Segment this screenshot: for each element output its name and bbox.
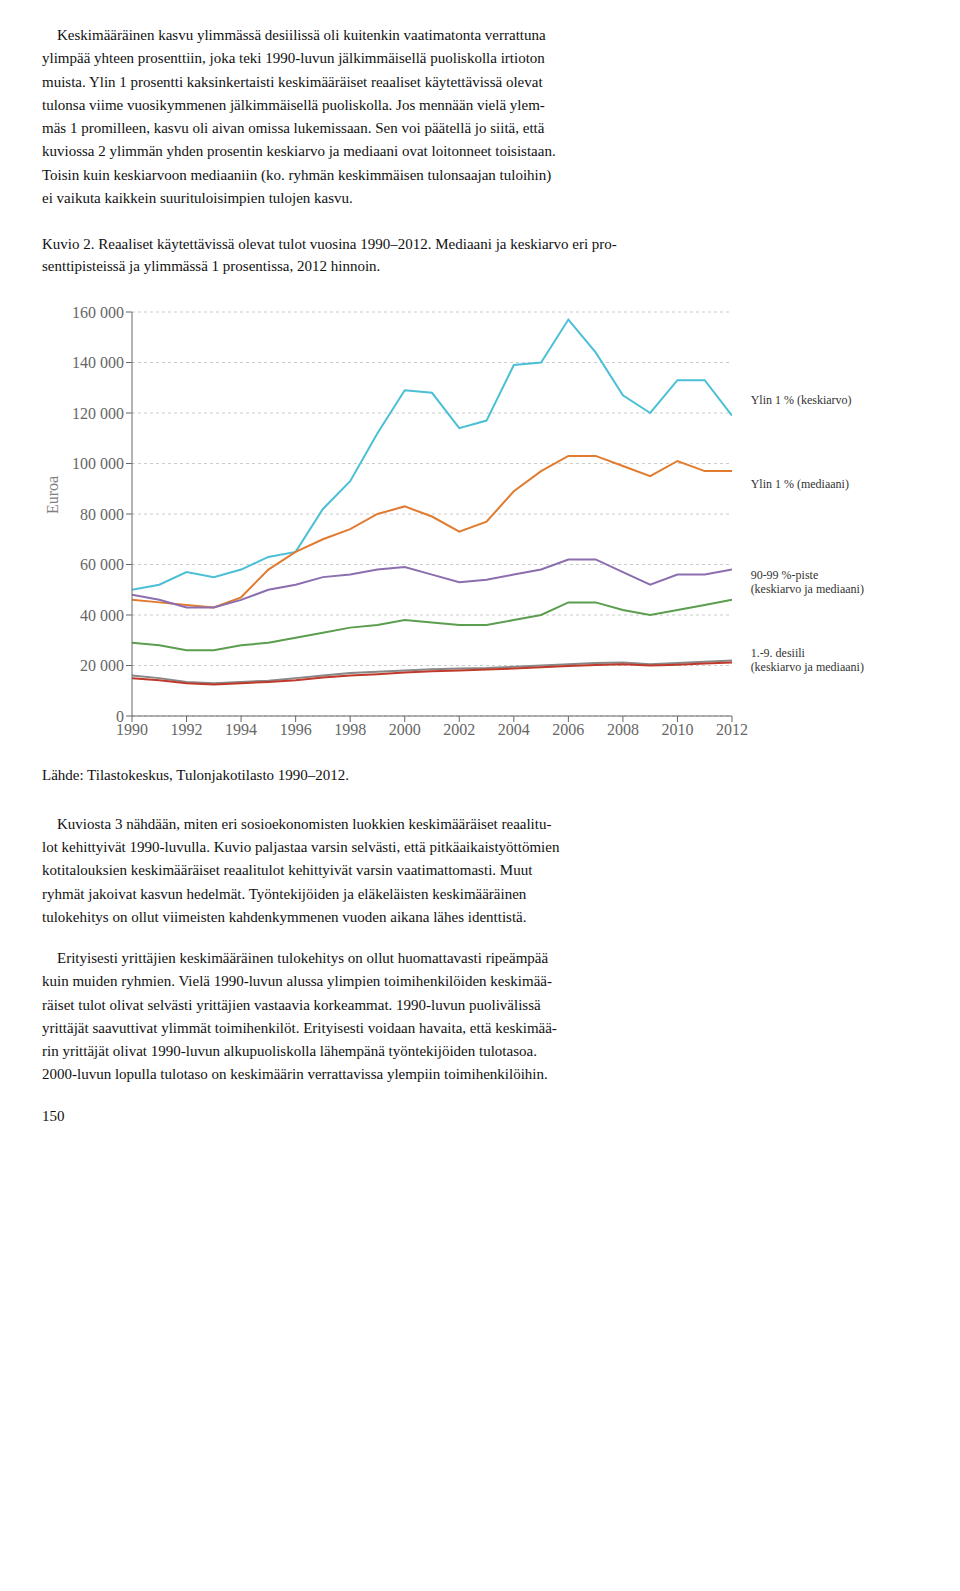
svg-text:140 000: 140 000	[72, 354, 124, 371]
svg-text:100 000: 100 000	[72, 455, 124, 472]
svg-text:2010: 2010	[661, 721, 693, 738]
html-text:Lähde: Tilastokeskus, Tulonjak: Lähde: Tilastokeskus, Tulonjakotilasto 1…	[42, 766, 350, 783]
html-text:150: 150	[42, 1107, 65, 1124]
svg-text:40 000: 40 000	[80, 606, 124, 623]
svg-text:80 000: 80 000	[80, 505, 124, 522]
svg-text:2012: 2012	[716, 721, 748, 738]
svg-text:2000: 2000	[389, 721, 421, 738]
svg-text:Ylin 1 % (mediaani): Ylin 1 % (mediaani)	[751, 476, 849, 490]
html-text:Kuvio 2. Reaaliset käytettävis: Kuvio 2. Reaaliset käytettävissä olevat …	[42, 236, 617, 274]
svg-text:90-99 %-piste(keskiarvo ja med: 90-99 %-piste(keskiarvo ja mediaani)	[751, 568, 864, 596]
svg-text:120 000: 120 000	[72, 404, 124, 421]
svg-text:2004: 2004	[498, 721, 530, 738]
svg-text:1990: 1990	[116, 720, 148, 738]
html-text:Kuviosta 3 nähdään, miten eri: Kuviosta 3 nähdään, miten eri sosioekono…	[42, 815, 560, 925]
svg-text:Euroa: Euroa	[44, 475, 61, 513]
html-text:Keskimääräinen kasvu ylimmässä: Keskimääräinen kasvu ylimmässä desiiliss…	[42, 27, 556, 206]
svg-text:2002: 2002	[443, 721, 475, 738]
svg-text:1994: 1994	[225, 721, 257, 738]
svg-text:Ylin 1 % (keskiarvo): Ylin 1 % (keskiarvo)	[751, 393, 852, 407]
html-text:Erityisesti yrittäjien keskimä: Erityisesti yrittäjien keskimääräinen tu…	[42, 950, 557, 1083]
svg-text:1992: 1992	[171, 721, 203, 738]
svg-text:20 000: 20 000	[80, 657, 124, 674]
svg-text:1996: 1996	[280, 721, 312, 738]
svg-text:2006: 2006	[552, 721, 584, 738]
svg-text:2008: 2008	[607, 721, 639, 738]
svg-text:0: 0	[116, 707, 124, 724]
svg-text:60 000: 60 000	[80, 556, 124, 573]
svg-text:160 000: 160 000	[72, 303, 124, 320]
svg-text:1998: 1998	[334, 721, 366, 738]
svg-text:1.-9. desiili(keskiarvo ja med: 1.-9. desiili(keskiarvo ja mediaani)	[751, 646, 864, 674]
